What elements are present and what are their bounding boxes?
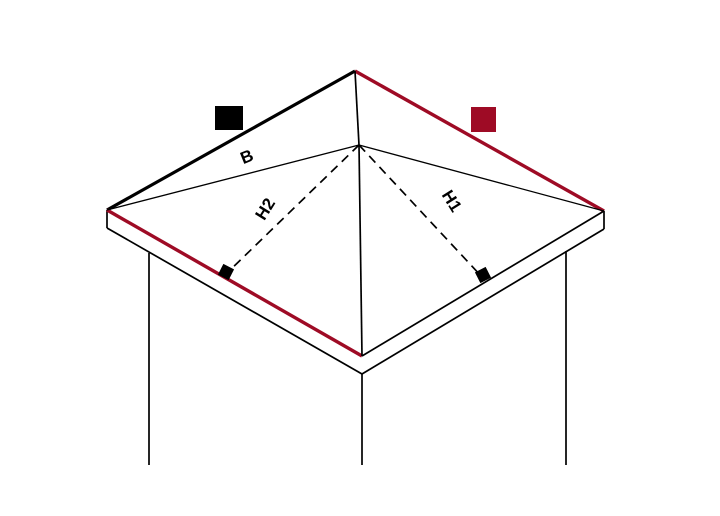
svg-text:B: B <box>238 146 257 168</box>
svg-text:H2: H2 <box>252 195 280 224</box>
svg-text:H1: H1 <box>438 187 466 216</box>
